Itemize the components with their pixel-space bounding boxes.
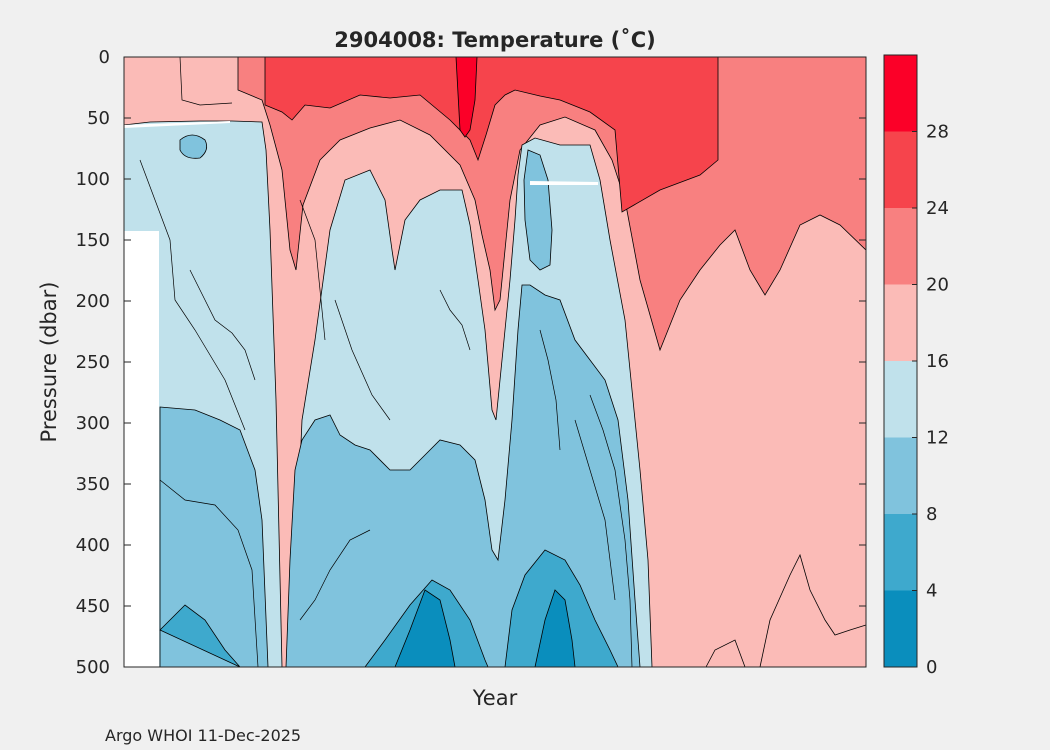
colorbar-level-6 [884,131,917,208]
colorbar-level-4 [884,284,917,361]
y-axis-label: Pressure (dbar) [37,282,61,443]
plot-area: 0 50 100 150 200 250 300 350 400 450 500 [76,47,867,678]
y-tick-label: 400 [76,535,110,556]
colorbar-level-7 [884,55,917,132]
colorbar-level-5 [884,208,917,285]
y-tick-label: 150 [76,230,110,251]
missing-data-gap [124,231,159,667]
contour-small-eddy [179,134,208,159]
missing-data-streak [124,121,230,128]
colorbar-level-3 [884,361,917,438]
y-tick-label: 0 [99,47,110,68]
isolines [139,56,633,668]
colorbar-tick-label: 4 [926,581,937,602]
chart-title: 2904008: Temperature (˚C) [334,28,655,52]
y-tick-label: 450 [76,596,110,617]
y-tick-label: 350 [76,474,110,495]
footer-credit: Argo WHOI 11-Dec-2025 [105,726,301,745]
missing-data-streak-2 [530,181,598,185]
y-tick-label: 250 [76,352,110,373]
colorbar-tick-label: 8 [926,504,937,525]
colorbar: 0 4 8 12 16 20 24 28 [883,54,949,678]
colorbar-level-0 [884,590,917,667]
contour-right-deep [759,553,867,668]
contour-fill-group [123,56,867,668]
y-axis-ticks: 0 50 100 150 200 250 300 350 400 450 500 [76,47,866,678]
colorbar-tick-label: 28 [926,122,949,143]
y-tick-label: 50 [87,108,110,129]
contour-right-deep-2 [705,639,746,668]
x-axis-label: Year [472,686,518,710]
colorbar-level-2 [884,437,917,514]
colorbar-tick-label: 16 [926,351,949,372]
colorbar-tick-label: 20 [926,275,949,296]
y-tick-label: 200 [76,291,110,312]
colorbar-tick-label: 0 [926,657,937,678]
colorbar-level-1 [884,514,917,591]
y-tick-label: 500 [76,657,110,678]
colorbar-tick-label: 12 [926,428,949,449]
y-tick-label: 100 [76,169,110,190]
y-tick-label: 300 [76,413,110,434]
contour-cold-blob [523,149,553,271]
contour-24-28 [264,56,719,213]
colorbar-tick-label: 24 [926,198,949,219]
